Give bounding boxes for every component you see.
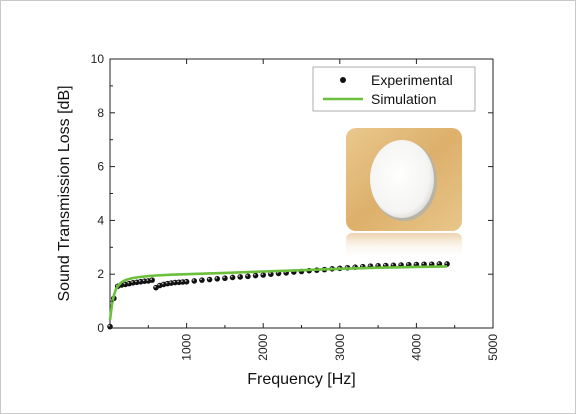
experimental-point xyxy=(149,277,155,283)
experimental-point-highlight xyxy=(123,282,126,285)
experimental-point xyxy=(206,276,213,283)
experimental-point-highlight xyxy=(238,275,241,277)
experimental-point xyxy=(107,323,113,330)
legend-box xyxy=(312,66,476,112)
experimental-point-highlight xyxy=(429,262,432,265)
experimental-point-highlight xyxy=(215,276,218,279)
experimental-point xyxy=(191,278,198,284)
experimental-point-highlight xyxy=(269,272,271,275)
experimental-point xyxy=(199,277,205,283)
experimental-point-highlight xyxy=(127,281,130,284)
experimental-point-highlight xyxy=(376,264,379,266)
experimental-point-highlight xyxy=(414,262,417,265)
experimental-point xyxy=(183,278,190,285)
legend-label: Experimental xyxy=(371,72,453,88)
experimental-point-highlight xyxy=(177,280,179,283)
y-tick-label: 0 xyxy=(97,321,104,335)
experimental-point-highlight xyxy=(173,280,176,283)
x-tick-label: 5000 xyxy=(486,334,500,361)
experimental-point-highlight xyxy=(406,262,409,265)
experimental-point-highlight xyxy=(368,264,371,267)
experimental-point-highlight xyxy=(399,263,402,266)
experimental-point-highlight xyxy=(192,279,195,281)
experimental-point-highlight xyxy=(131,281,133,283)
x-axis-title: Frequency [Hz] xyxy=(247,371,355,388)
experimental-point-highlight xyxy=(360,264,363,267)
y-axis-title: Sound Transmission Loss [dB] xyxy=(56,85,73,301)
experimental-point-highlight xyxy=(437,262,440,264)
experimental-point-highlight xyxy=(200,278,202,281)
experimental-point-highlight xyxy=(207,277,210,280)
experimental-point-highlight xyxy=(157,283,160,286)
experimental-point-highlight xyxy=(169,281,172,284)
experimental-point-highlight xyxy=(253,273,256,276)
sample-disc xyxy=(370,140,434,218)
experimental-point-highlight xyxy=(150,278,153,281)
experimental-point-highlight xyxy=(391,263,394,266)
experimental-point-highlight xyxy=(165,281,168,284)
experimental-point-highlight xyxy=(353,265,356,268)
y-tick-label: 8 xyxy=(97,106,104,120)
experimental-point-highlight xyxy=(246,274,248,277)
experimental-point-highlight xyxy=(135,280,137,283)
experimental-point xyxy=(237,274,244,280)
simulation-series-line xyxy=(108,265,448,321)
legend: Experimental Simulation xyxy=(312,66,476,112)
experimental-point-highlight xyxy=(146,279,149,281)
experimental-point-highlight xyxy=(261,273,264,276)
x-tick-label: 4000 xyxy=(409,334,423,361)
x-tick-label: 2000 xyxy=(256,334,270,361)
experimental-point-highlight xyxy=(422,262,425,265)
experimental-point xyxy=(214,275,221,282)
experimental-point-highlight xyxy=(223,276,225,279)
experimental-point-highlight xyxy=(108,324,110,327)
y-tick-label: 10 xyxy=(91,52,105,66)
inset-reflection xyxy=(346,233,462,259)
experimental-point xyxy=(245,273,251,280)
experimental-point-highlight xyxy=(138,279,141,282)
experimental-point xyxy=(252,272,259,279)
experimental-point-highlight xyxy=(445,262,448,264)
y-tick-label: 6 xyxy=(97,160,104,174)
inset-photo xyxy=(346,128,462,259)
experimental-point xyxy=(260,272,267,278)
legend-experimental-swatch xyxy=(340,77,346,83)
experimental-point xyxy=(222,275,228,282)
x-tick-label: 1000 xyxy=(180,334,194,361)
experimental-point-highlight xyxy=(230,275,233,278)
experimental-point-highlight xyxy=(142,279,145,282)
legend-label: Simulation xyxy=(371,91,436,107)
x-tick-label: 3000 xyxy=(333,334,347,361)
y-tick-label: 2 xyxy=(97,267,104,281)
y-tick-label: 4 xyxy=(97,213,104,227)
experimental-point-highlight xyxy=(383,263,386,266)
experimental-point-highlight xyxy=(184,279,187,282)
experimental-point xyxy=(229,274,236,281)
experimental-point-highlight xyxy=(154,285,156,288)
experimental-point-highlight xyxy=(180,280,183,283)
experimental-point-highlight xyxy=(161,282,164,285)
